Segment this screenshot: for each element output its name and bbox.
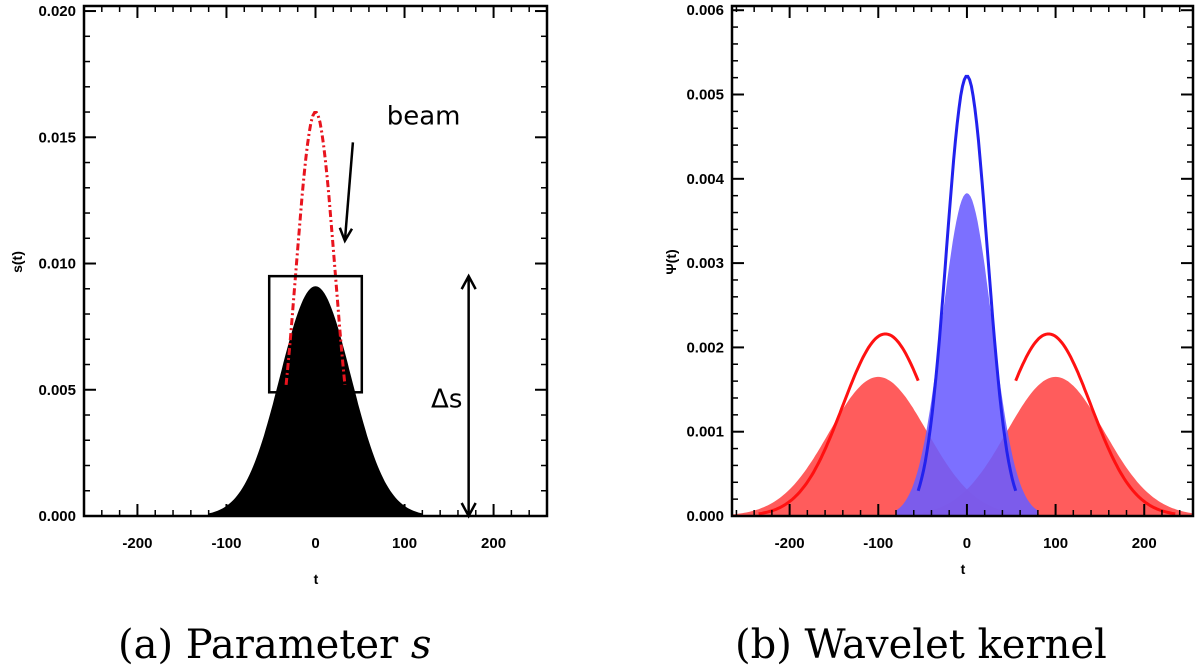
panel-a-ytick-label: 0.010 xyxy=(38,256,76,273)
panel-b-ylabel: Ψ(t) xyxy=(663,249,679,274)
panel-b-series-red-outline-left xyxy=(758,332,920,516)
panel-b-ticks: 0.000 0.001 0.002 0.003 0.004 0.005 0.006 -200 -… xyxy=(686,2,1193,552)
panel-b-ytick-label: 0.002 xyxy=(686,339,724,356)
panel-b-frame xyxy=(730,4,1195,518)
panel-b-ytick-label: 0.004 xyxy=(686,171,724,188)
panel-b-xtick-label: 100 xyxy=(1043,535,1068,552)
panel-b-series-red-outline-right xyxy=(1014,332,1176,516)
panel-b-plot-area xyxy=(732,74,1193,516)
delta-s-arrow-head-top xyxy=(460,273,477,290)
panel-b-xtick-label: -100 xyxy=(863,535,893,552)
beam-label: beam xyxy=(387,102,461,132)
panel-b-ytick-label: 0.000 xyxy=(686,508,724,525)
panel-a-xtick-label: 100 xyxy=(392,535,417,552)
panel-a-ticks: 0.000 0.005 0.010 0.015 0.020 -200 -100 0 100 200 xyxy=(38,3,548,552)
panel-b-series-blue-outline xyxy=(916,74,1018,492)
panel-a-ytick-label: 0.015 xyxy=(38,129,76,146)
panel-b-ytick-label: 0.006 xyxy=(686,2,724,19)
panel-a-caption: (a) Parameter s xyxy=(118,622,431,668)
panel-b-ytick-label: 0.003 xyxy=(686,255,724,272)
panel-b-xtick-label: -200 xyxy=(775,535,805,552)
panel-a: 0.000 0.005 0.010 0.015 0.020 -200 -100 0 100 200… xyxy=(9,3,549,668)
panel-a-xlabel: t xyxy=(314,571,319,587)
panel-b-ytick-label: 0.001 xyxy=(686,424,724,441)
panel-b-xtick-label: 200 xyxy=(1132,535,1157,552)
panel-a-ylabel: s(t) xyxy=(9,251,25,273)
panel-b-xtick-label: 0 xyxy=(963,535,971,552)
panel-a-xtick-label: -200 xyxy=(122,535,152,552)
panel-b-series-blue-filled xyxy=(896,193,1038,516)
panel-a-caption-text: (a) Parameter xyxy=(118,622,399,668)
beam-arrow xyxy=(343,142,355,241)
beam-arrow-head xyxy=(338,227,354,244)
panel-b: 0.000 0.001 0.002 0.003 0.004 0.005 0.006 -200 -… xyxy=(663,2,1195,668)
panel-a-xtick-label: 0 xyxy=(311,535,319,552)
panel-b-caption: (b) Wavelet kernel xyxy=(735,622,1107,668)
panel-a-ytick-label: 0.005 xyxy=(38,382,76,399)
panel-a-series-beam xyxy=(284,111,347,386)
panel-a-caption-var: s xyxy=(411,622,432,668)
panel-a-xtick-label: 200 xyxy=(481,535,506,552)
delta-s-label: Δs xyxy=(431,384,462,414)
panel-a-ytick-label: 0.020 xyxy=(38,3,76,20)
panel-a-series-s-t- xyxy=(208,286,423,516)
panel-a-plot-area xyxy=(208,111,477,519)
panel-a-xtick-label: -100 xyxy=(211,535,241,552)
panel-a-ytick-label: 0.000 xyxy=(38,508,76,525)
panel-b-ytick-label: 0.005 xyxy=(686,87,724,104)
zoom-box xyxy=(267,274,364,394)
panel-b-xlabel: t xyxy=(961,561,966,577)
